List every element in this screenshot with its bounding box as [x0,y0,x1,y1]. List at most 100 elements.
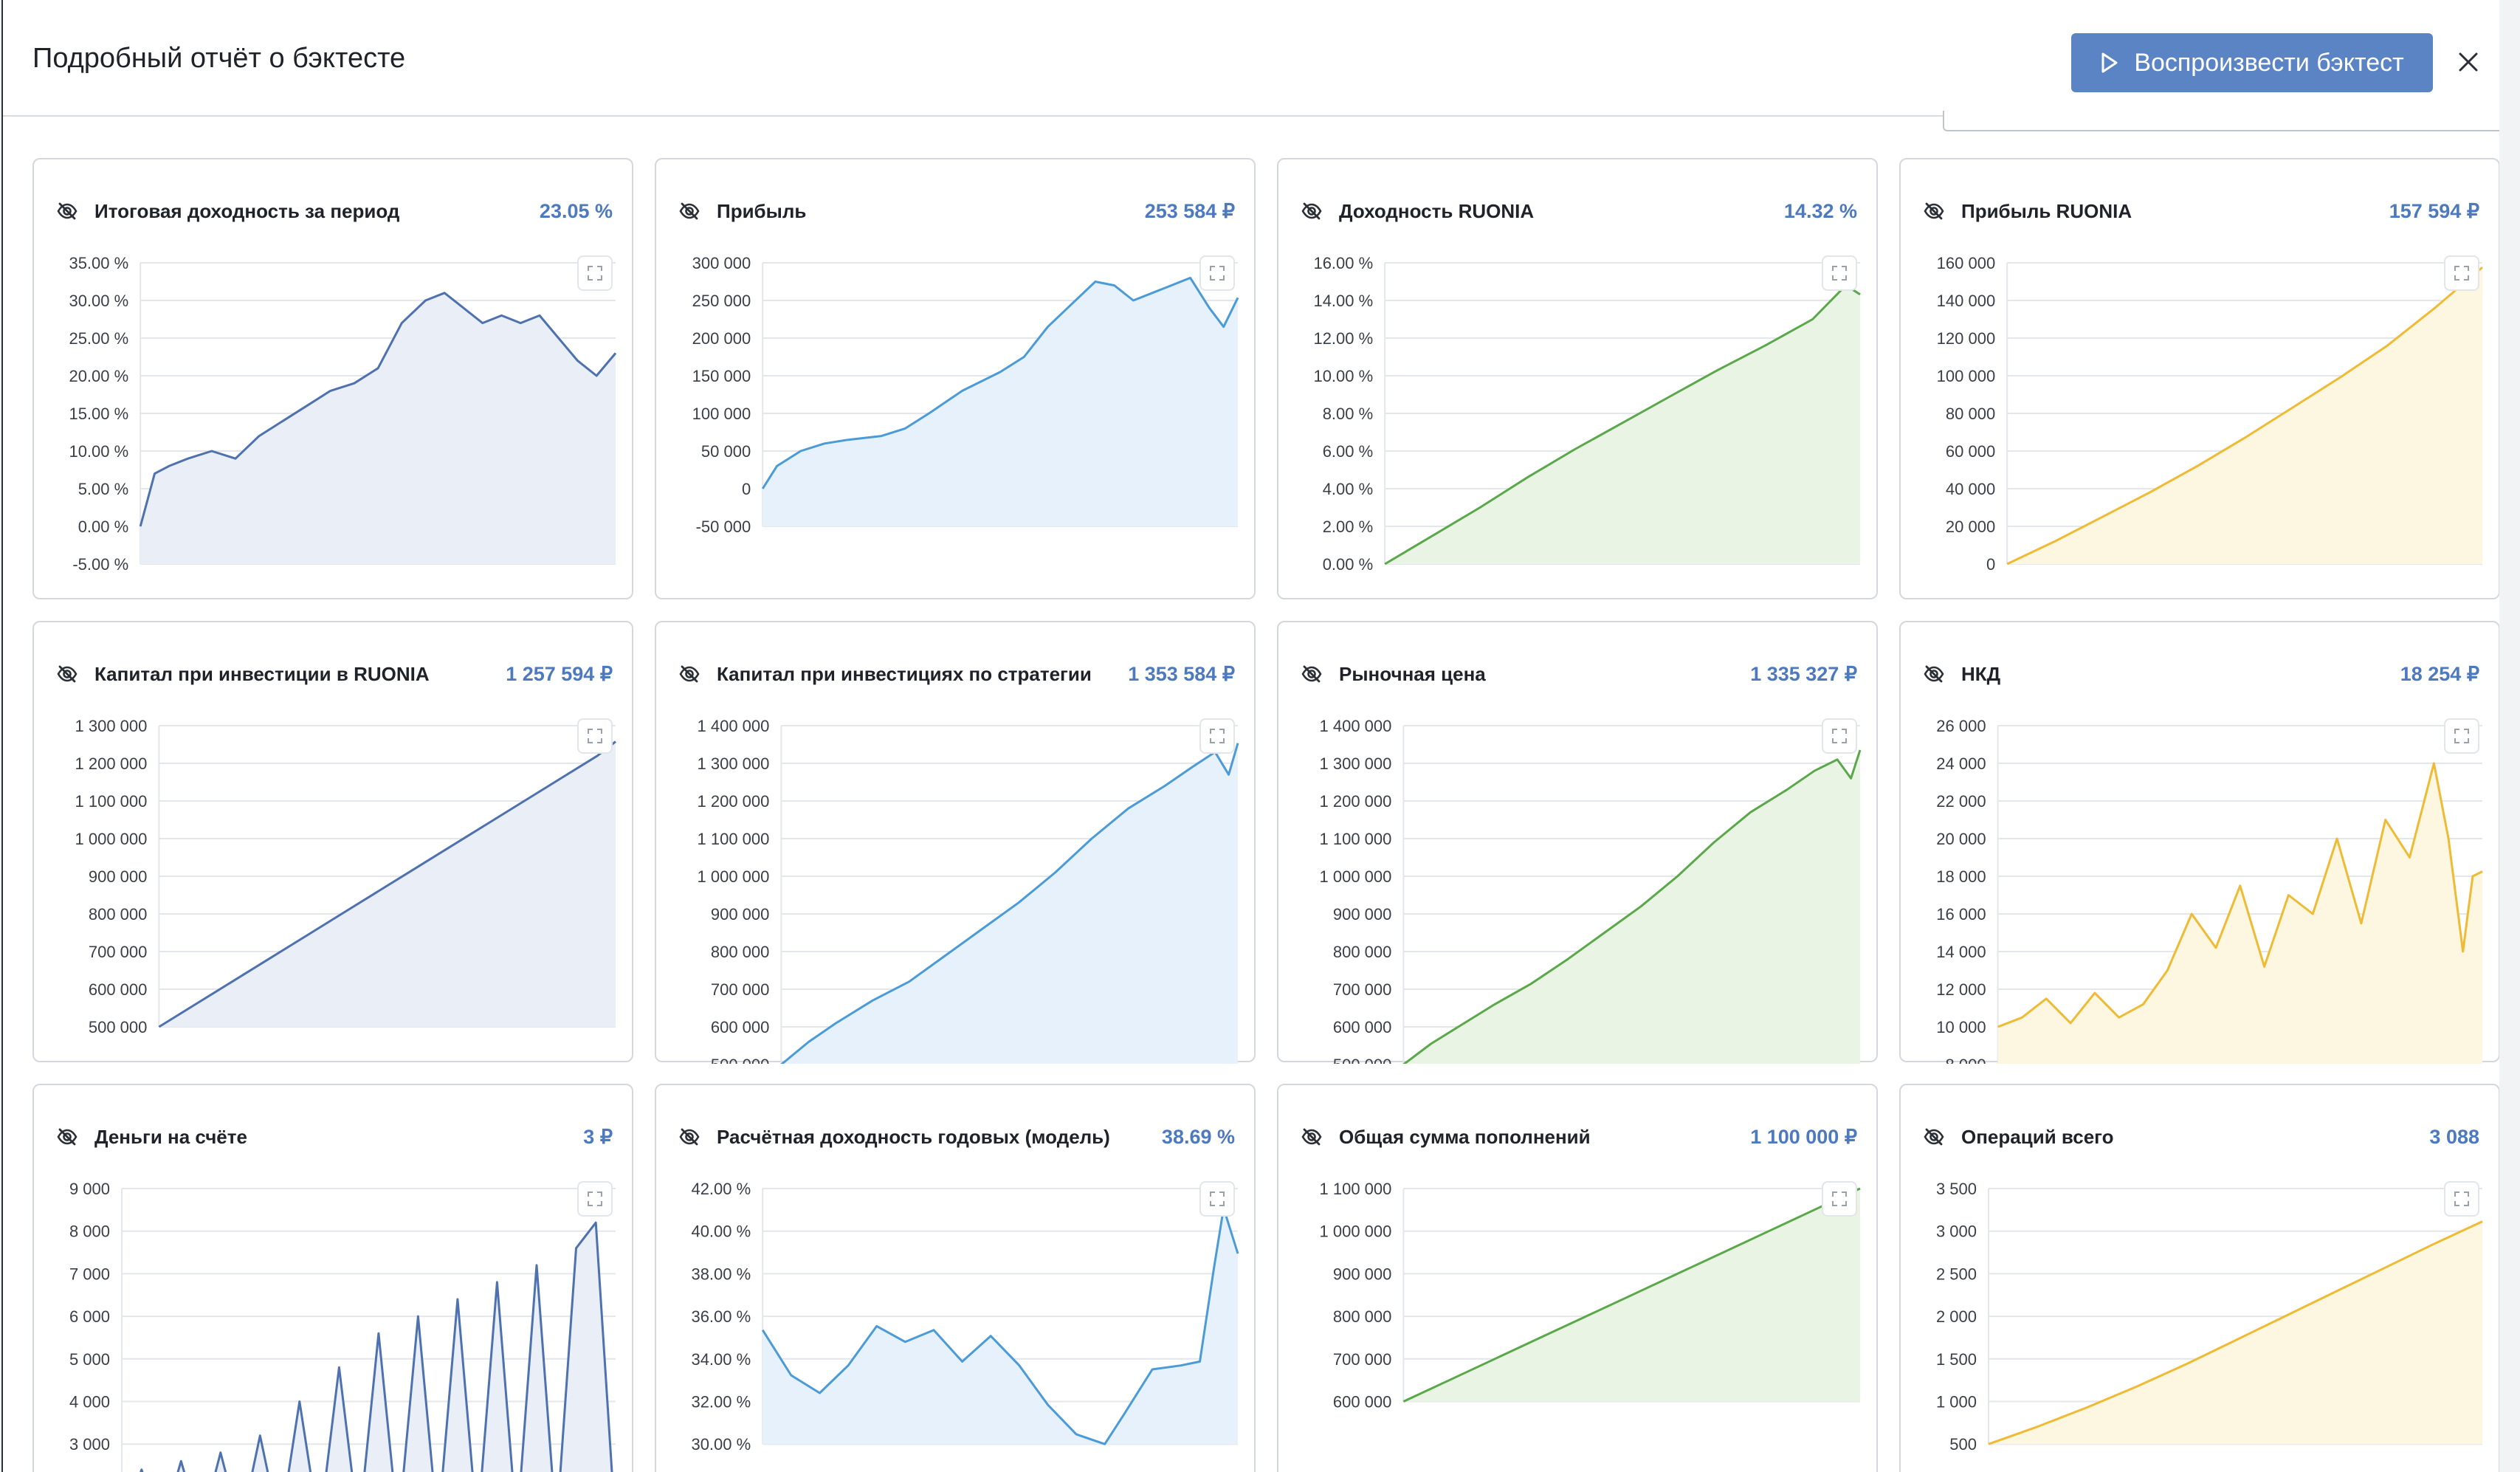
y-tick-label: 38.00 % [691,1265,751,1283]
y-tick-label: 42.00 % [691,1180,751,1198]
y-tick-label: 9 000 [69,1180,110,1198]
y-tick-label: 30.00 % [69,292,128,310]
eye-off-icon[interactable] [678,663,700,685]
y-tick-label: 14 000 [1936,943,1986,961]
eye-off-icon[interactable] [56,1126,78,1148]
y-tick-label: 10.00 % [1313,367,1373,385]
series-line [1997,762,2483,1028]
y-tick-label: 250 000 [692,292,751,310]
card-value: 3 ₽ [583,1125,613,1148]
play-backtest-button[interactable]: Воспроизвести бэктест [2071,33,2433,92]
card-title: Прибыль RUONIA [1961,199,2132,222]
card-header: Итоговая доходность за период 23.05 % [56,196,613,226]
card-value: 1 257 594 ₽ [506,662,613,685]
y-tick-label: 700 000 [1333,980,1392,999]
expand-chart-button[interactable] [1822,255,1857,291]
y-tick-label: 10 000 [1936,1018,1986,1036]
series-line [1988,1220,2483,1445]
series-line [1402,749,1862,1064]
y-tick-label: 900 000 [711,905,770,924]
eye-off-icon[interactable] [56,200,78,222]
y-tick-label: 600 000 [89,980,148,999]
expand-chart-button[interactable] [577,255,613,291]
eye-off-icon[interactable] [1301,663,1323,685]
card-header: Расчётная доходность годовых (модель) 38.… [678,1122,1235,1152]
expand-chart-button[interactable] [2444,255,2479,291]
expand-chart-button[interactable] [1199,1181,1235,1217]
series-area [781,743,1238,1064]
eye-off-icon[interactable] [678,200,700,222]
y-tick-label: 12 000 [1936,980,1986,999]
y-tick-label: 1 000 000 [698,867,770,886]
fullscreen-icon [588,1191,602,1206]
y-tick-label: 1 100 000 [75,792,148,811]
y-tick-label: 24 000 [1936,754,1986,773]
y-tick-label: 6.00 % [1323,442,1374,461]
card-title: Капитал при инвестициях по стратегии [717,662,1092,685]
y-tick-label: 800 000 [89,905,148,924]
card-value: 38.69 % [1161,1125,1235,1148]
metric-card: НКД 18 254 ₽ 26 000 24 000 22 000 20 000 18 00… [1899,621,2499,1064]
eye-off-icon[interactable] [678,1126,700,1148]
series-area [1997,763,2482,1064]
y-tick-label: 10.00 % [69,442,128,461]
y-tick-label: 500 000 [711,1056,770,1064]
y-tick-label: 20.00 % [69,367,128,385]
expand-chart-button[interactable] [2444,718,2479,754]
expand-chart-button[interactable] [577,718,613,754]
expand-chart-button[interactable] [1822,1181,1857,1217]
expand-chart-button[interactable] [1199,255,1235,291]
eye-off-icon[interactable] [1923,663,1945,685]
y-tick-label: 1 100 000 [698,830,770,848]
card-header: Деньги на счёте 3 ₽ [56,1122,613,1152]
y-tick-label: 80 000 [1946,405,1995,423]
y-tick-label: 1 500 [1936,1350,1977,1369]
fullscreen-icon [588,729,602,743]
expand-chart-button[interactable] [1199,718,1235,754]
y-tick-label: 700 000 [711,980,770,999]
fullscreen-icon [2454,266,2469,281]
series-area [1403,750,1860,1064]
y-tick-label: 1 300 000 [75,717,148,735]
y-tick-label: 300 000 [692,254,751,272]
y-tick-label: 7 000 [69,1265,110,1283]
y-tick-label: 14.00 % [1313,292,1373,310]
close-button[interactable] [2451,44,2486,80]
y-tick-label: 1 000 000 [1320,867,1392,886]
fullscreen-icon [2454,1191,2469,1206]
y-tick-label: 1 400 000 [698,717,770,735]
y-tick-label: 600 000 [1333,1018,1392,1036]
series-area [159,741,616,1027]
y-tick-label: 700 000 [89,943,148,961]
y-tick-label: 20 000 [1946,517,1995,536]
eye-off-icon[interactable] [1923,200,1945,222]
y-tick-label: 1 000 [1936,1393,1977,1411]
area-chart: 35.00 % 30.00 % 25.00 % 20.00 % 15.00 % 10.00… [69,254,617,574]
expand-chart-button[interactable] [2444,1181,2479,1217]
y-tick-label: 1 000 000 [1320,1222,1392,1241]
series-area [762,278,1238,526]
metric-card: Рыночная цена 1 335 327 ₽ 1 400 000 1 300 0… [1277,621,1878,1064]
y-tick-label: 3 000 [1936,1222,1977,1241]
expand-chart-button[interactable] [577,1181,613,1217]
metric-card: Капитал при инвестициях по стратегии 1 35… [655,621,1256,1064]
y-tick-label: 140 000 [1937,292,1996,310]
play-icon [2101,52,2118,73]
card-header: Операций всего 3 088 [1923,1122,2479,1152]
eye-off-icon[interactable] [1301,1126,1323,1148]
area-chart: 1 400 000 1 300 000 1 200 000 1 100 000 1 00… [1320,717,1862,1064]
eye-off-icon[interactable] [56,663,78,685]
metric-card: Общая сумма пополнений 1 100 000 ₽ 1 100 0… [1277,1084,1878,1472]
eye-off-icon[interactable] [1301,200,1323,222]
y-tick-label: 40.00 % [691,1222,751,1241]
card-value: 1 335 327 ₽ [1750,662,1857,685]
card-value: 253 584 ₽ [1144,199,1235,222]
y-tick-label: 2 000 [1936,1307,1977,1326]
y-tick-label: 36.00 % [691,1307,751,1326]
eye-off-icon[interactable] [1923,1126,1945,1148]
expand-chart-button[interactable] [1822,718,1857,754]
y-tick-label: 50 000 [701,442,751,461]
card-header: Капитал при инвестиции в RUONIA 1 257 594… [56,659,613,689]
card-title: Деньги на счёте [94,1125,247,1148]
y-tick-label: 160 000 [1937,254,1996,272]
